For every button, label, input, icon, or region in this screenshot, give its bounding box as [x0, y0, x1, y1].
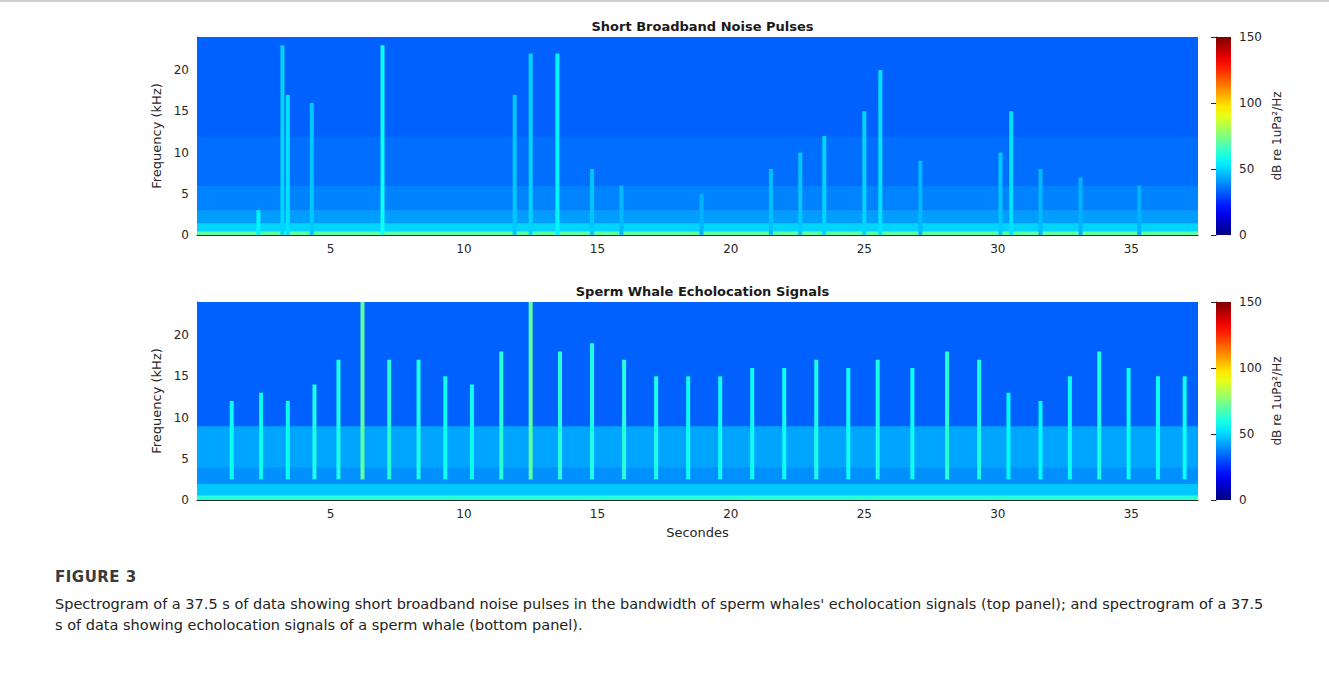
svg-text:15: 15	[174, 369, 189, 383]
svg-text:10: 10	[174, 146, 189, 160]
svg-text:100: 100	[1239, 361, 1262, 375]
svg-text:20: 20	[723, 507, 738, 521]
svg-text:150: 150	[1239, 30, 1262, 44]
svg-text:25: 25	[857, 242, 872, 256]
svg-text:Frequency (kHz): Frequency (kHz)	[149, 83, 164, 189]
svg-text:20: 20	[723, 242, 738, 256]
svg-text:100: 100	[1239, 96, 1262, 110]
svg-text:30: 30	[990, 242, 1005, 256]
svg-text:Secondes: Secondes	[666, 525, 729, 540]
svg-text:0: 0	[181, 493, 189, 507]
svg-text:150: 150	[1239, 295, 1262, 309]
svg-text:50: 50	[1239, 162, 1254, 176]
svg-text:0: 0	[1239, 228, 1247, 242]
svg-text:10: 10	[174, 411, 189, 425]
svg-text:35: 35	[1124, 507, 1139, 521]
svg-text:10: 10	[456, 242, 471, 256]
svg-text:5: 5	[327, 242, 335, 256]
svg-text:30: 30	[990, 507, 1005, 521]
svg-text:0: 0	[1239, 493, 1247, 507]
svg-text:Sperm Whale Echolocation Signa: Sperm Whale Echolocation Signals	[576, 284, 830, 299]
svg-text:50: 50	[1239, 427, 1254, 441]
svg-text:15: 15	[590, 507, 605, 521]
svg-text:5: 5	[181, 187, 189, 201]
html-text:FIGURE 3: FIGURE 3	[55, 568, 137, 586]
svg-text:10: 10	[456, 507, 471, 521]
html-text:Spectrogram of a 37.5 s of dat: Spectrogram of a 37.5 s of data showing …	[55, 596, 1264, 633]
svg-text:20: 20	[174, 328, 189, 342]
svg-text:25: 25	[857, 507, 872, 521]
svg-text:Short Broadband Noise Pulses: Short Broadband Noise Pulses	[591, 19, 813, 34]
svg-text:15: 15	[174, 104, 189, 118]
svg-text:dB re 1uPa²/Hz: dB re 1uPa²/Hz	[1270, 357, 1284, 446]
svg-text:5: 5	[181, 452, 189, 466]
svg-text:Frequency (kHz): Frequency (kHz)	[149, 348, 164, 454]
svg-text:15: 15	[590, 242, 605, 256]
svg-text:35: 35	[1124, 242, 1139, 256]
svg-text:dB re 1uPa²/Hz: dB re 1uPa²/Hz	[1270, 92, 1284, 181]
svg-text:20: 20	[174, 63, 189, 77]
svg-text:0: 0	[181, 228, 189, 242]
svg-text:5: 5	[327, 507, 335, 521]
